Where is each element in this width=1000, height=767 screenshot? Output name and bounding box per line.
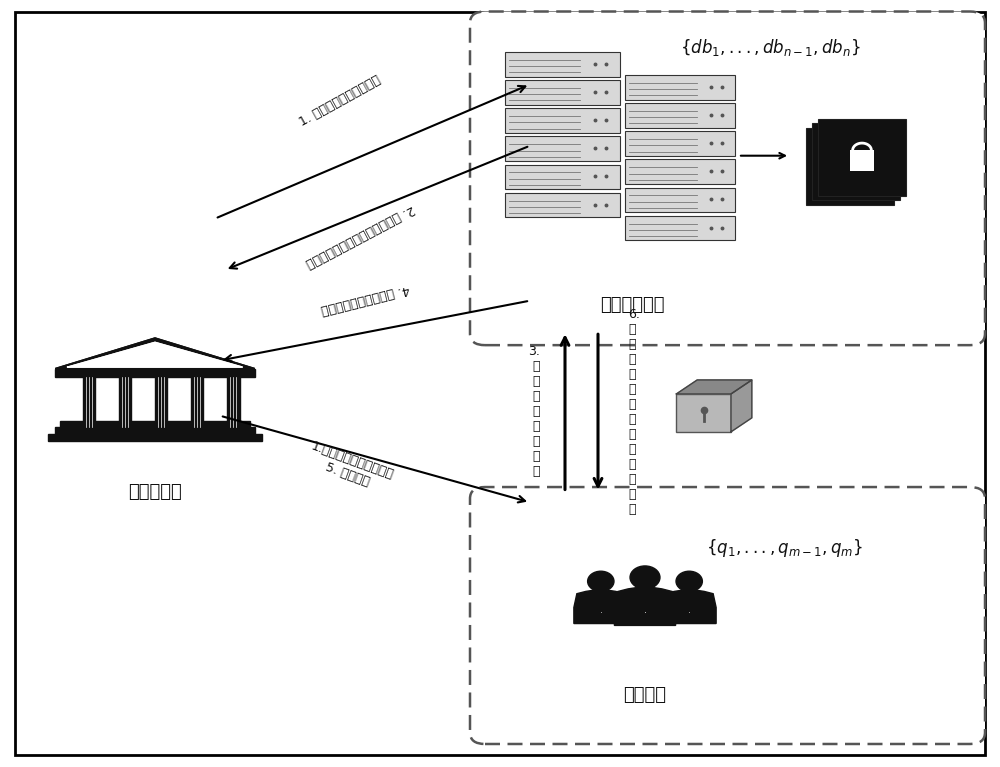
Text: 数据库拥有者: 数据库拥有者 [600, 296, 664, 314]
Circle shape [630, 566, 660, 589]
Bar [48, 434, 262, 442]
Bar [191, 377, 203, 426]
Bar [60, 421, 250, 426]
Bar [850, 150, 874, 171]
Polygon shape [55, 338, 255, 369]
Bar [505, 52, 620, 77]
Circle shape [676, 571, 702, 591]
Text: 查询用户: 查询用户 [624, 686, 666, 704]
Polygon shape [68, 342, 242, 367]
Bar [83, 377, 95, 426]
Bar [505, 137, 620, 161]
Polygon shape [614, 586, 676, 625]
Bar [625, 160, 735, 184]
Text: $\{q_1,...,q_{m-1},q_m\}$: $\{q_1,...,q_{m-1},q_m\}$ [706, 537, 864, 559]
Bar [625, 188, 735, 212]
Text: 1.设置公钥以及公开参数
5. 证书颁布: 1.设置公钥以及公开参数 5. 证书颁布 [304, 439, 396, 495]
Bar [119, 377, 131, 426]
Bar [818, 119, 906, 196]
Text: 证书颁布者: 证书颁布者 [128, 483, 182, 501]
Circle shape [588, 571, 614, 591]
Polygon shape [662, 589, 716, 624]
Text: 1. 设置公钥以及公开参数: 1. 设置公钥以及公开参数 [297, 74, 383, 129]
Polygon shape [574, 589, 628, 624]
Polygon shape [731, 380, 752, 432]
Bar [505, 193, 620, 218]
FancyBboxPatch shape [15, 12, 985, 755]
Text: 2. 设定基因数据访问属性以及标签: 2. 设定基因数据访问属性以及标签 [304, 202, 416, 271]
Bar [505, 165, 620, 189]
Bar [625, 216, 735, 241]
Text: 4. 查询标签以及相关属性: 4. 查询标签以及相关属性 [319, 282, 411, 317]
Bar [505, 108, 620, 133]
Text: 3.
基
因
序
列
安
全
比
对: 3. 基 因 序 列 安 全 比 对 [528, 345, 540, 479]
Bar [55, 369, 255, 377]
Bar [625, 104, 735, 128]
Text: $\{db_1,...,db_{n-1},db_n\}$: $\{db_1,...,db_{n-1},db_n\}$ [680, 37, 860, 58]
Bar [676, 394, 731, 432]
Bar [505, 81, 620, 105]
Polygon shape [55, 338, 255, 369]
Bar [227, 377, 240, 426]
Bar [55, 426, 255, 434]
Bar [625, 75, 735, 100]
FancyBboxPatch shape [470, 487, 985, 744]
Polygon shape [676, 380, 752, 394]
Bar [806, 128, 894, 205]
Bar [812, 123, 900, 200]
Bar [155, 377, 167, 426]
Bar [625, 131, 735, 156]
Text: 6.
证
书
匿
名
验
证
通
过
后
获
取
数
据: 6. 证 书 匿 名 验 证 通 过 后 获 取 数 据 [628, 308, 640, 516]
FancyBboxPatch shape [470, 12, 985, 345]
